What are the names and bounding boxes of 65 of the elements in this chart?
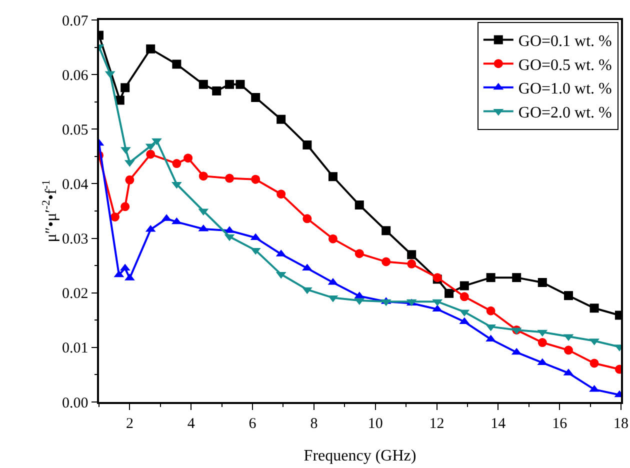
x-tick-label: 6 (248, 416, 257, 432)
point (444, 288, 454, 298)
point (276, 114, 286, 124)
point (328, 234, 338, 244)
point (125, 175, 134, 184)
point (486, 306, 496, 316)
point (328, 172, 338, 182)
point (251, 92, 260, 102)
point (198, 80, 208, 89)
y-tick-label: 0.00 (62, 395, 88, 412)
x-tick-label: 14 (490, 416, 506, 432)
point (407, 259, 416, 268)
point (172, 60, 182, 69)
point (172, 159, 182, 168)
point (407, 250, 416, 260)
point (184, 154, 193, 163)
point (382, 257, 391, 266)
y-tick-label: 0.06 (62, 68, 89, 84)
point (146, 150, 156, 159)
point (538, 278, 547, 287)
point (120, 83, 130, 92)
point (354, 200, 364, 210)
point (276, 190, 286, 199)
legend-label: GO=0.1 wt. % (518, 33, 612, 50)
point (302, 140, 312, 150)
point (110, 212, 120, 222)
y-tick-label: 0.05 (62, 122, 88, 138)
point (302, 214, 312, 224)
point (212, 86, 222, 96)
point (538, 338, 547, 348)
point (590, 358, 599, 368)
point (354, 249, 364, 258)
legend-label: GO=1.0 wt. % (518, 80, 612, 98)
x-tick-label: 12 (429, 416, 444, 432)
legend-label: GO=2.0 wt. % (518, 104, 612, 122)
point (460, 292, 469, 302)
legend-label: GO=0.5 wt. % (518, 56, 612, 74)
point (486, 273, 496, 282)
x-tick-label: 18 (614, 416, 628, 432)
point (512, 273, 522, 282)
y-tick-label: 0.01 (62, 340, 88, 357)
y-tick-label: 0.07 (62, 13, 89, 30)
point (236, 80, 245, 89)
x-tick-label: 4 (187, 416, 196, 432)
point (564, 291, 573, 300)
point (198, 172, 208, 181)
point (460, 281, 469, 290)
x-tick-label: 8 (310, 416, 318, 432)
point (251, 174, 260, 184)
point (564, 346, 573, 355)
x-tick-label: 16 (552, 416, 568, 432)
x-axis-title: Frequency (GHz) (304, 448, 416, 464)
x-tick-label: 10 (368, 416, 383, 432)
point (120, 202, 130, 212)
point (225, 80, 234, 89)
point (382, 226, 391, 236)
y-tick-label: 0.04 (62, 176, 89, 193)
point (590, 304, 599, 313)
y-tick-label: 0.03 (62, 232, 88, 248)
point (225, 174, 234, 183)
point (146, 44, 156, 54)
x-tick-label: 2 (126, 416, 134, 432)
point (589, 384, 600, 392)
point (152, 138, 162, 146)
y-tick-label: 0.02 (62, 286, 88, 302)
